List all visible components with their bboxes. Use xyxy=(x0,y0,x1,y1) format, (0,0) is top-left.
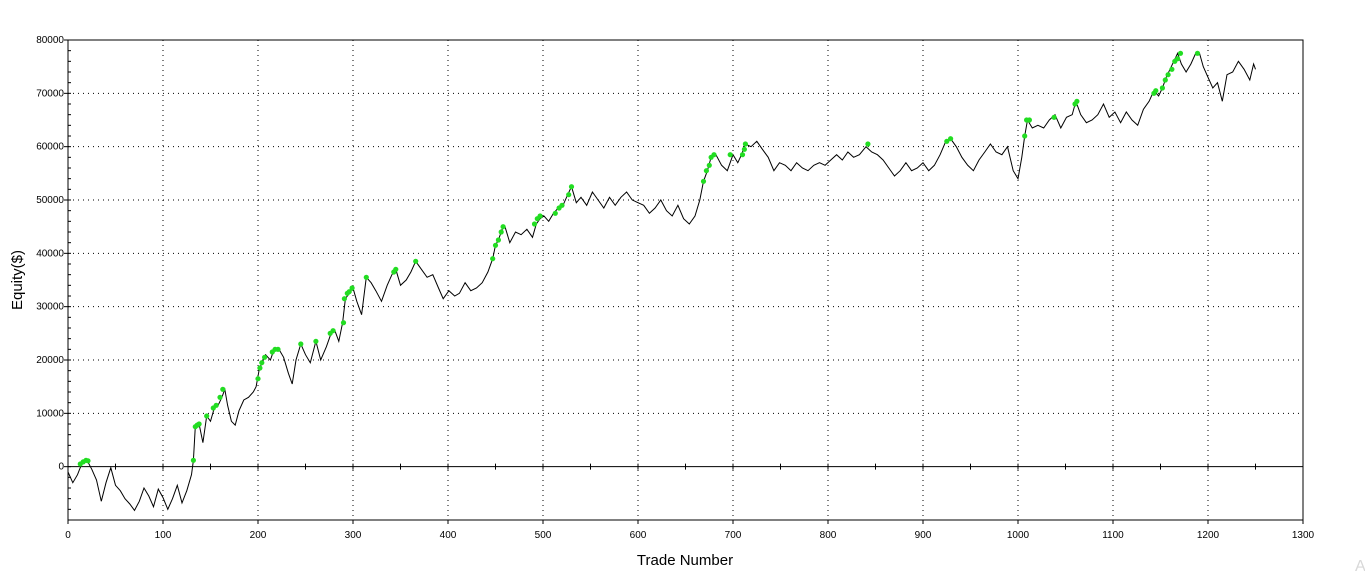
new-high-marker xyxy=(1169,67,1174,72)
new-high-marker xyxy=(711,152,716,157)
new-high-marker xyxy=(538,213,543,218)
new-high-marker xyxy=(1022,133,1027,138)
new-high-marker xyxy=(493,243,498,248)
y-tick-label: 30000 xyxy=(36,302,64,313)
new-high-marker xyxy=(413,259,418,264)
y-tick-label: 40000 xyxy=(36,248,64,259)
y-tick-label: 60000 xyxy=(36,142,64,153)
new-high-marker xyxy=(499,229,504,234)
new-high-marker xyxy=(1178,51,1183,56)
new-high-marker xyxy=(1153,88,1158,93)
new-high-marker xyxy=(1175,56,1180,61)
new-high-marker xyxy=(1052,115,1057,120)
new-high-marker xyxy=(948,136,953,141)
new-high-marker xyxy=(490,256,495,261)
x-axis-title: Trade Number xyxy=(637,552,733,569)
x-tick-label: 1300 xyxy=(1292,530,1315,541)
y-tick-label: 50000 xyxy=(36,195,64,206)
x-tick-label: 1000 xyxy=(1007,530,1030,541)
new-high-marker xyxy=(566,192,571,197)
new-high-marker xyxy=(1195,51,1200,56)
new-high-marker xyxy=(364,275,369,280)
y-tick-label: 0 xyxy=(58,462,64,473)
new-high-marker xyxy=(701,179,706,184)
new-high-marker xyxy=(865,141,870,146)
new-high-marker xyxy=(341,320,346,325)
new-high-marker xyxy=(1160,85,1165,90)
y-axis-title: Equity($) xyxy=(9,250,26,310)
new-high-marker xyxy=(740,152,745,157)
new-high-marker xyxy=(262,355,267,360)
new-high-marker xyxy=(214,403,219,408)
x-tick-label: 400 xyxy=(440,530,457,541)
new-high-marker xyxy=(313,339,318,344)
new-high-marker xyxy=(331,328,336,333)
new-high-marker xyxy=(85,458,90,463)
new-high-marker xyxy=(559,203,564,208)
new-high-marker xyxy=(553,211,558,216)
x-tick-label: 1200 xyxy=(1197,530,1220,541)
plot-area xyxy=(68,40,1303,520)
new-high-marker xyxy=(298,341,303,346)
x-tick-label: 100 xyxy=(155,530,172,541)
new-high-marker xyxy=(728,152,733,157)
new-high-marker xyxy=(204,413,209,418)
new-high-marker xyxy=(704,168,709,173)
x-tick-label: 700 xyxy=(725,530,742,541)
new-high-marker xyxy=(501,224,506,229)
x-tick-label: 800 xyxy=(820,530,837,541)
new-high-marker xyxy=(350,285,355,290)
x-tick-label: 500 xyxy=(535,530,552,541)
new-high-marker xyxy=(742,147,747,152)
new-high-marker xyxy=(1027,117,1032,122)
new-high-marker xyxy=(342,296,347,301)
y-tick-label: 10000 xyxy=(36,408,64,419)
new-high-marker xyxy=(197,421,202,426)
x-tick-label: 300 xyxy=(345,530,362,541)
x-tick-label: 1100 xyxy=(1102,530,1124,541)
x-tick-label: 900 xyxy=(915,530,932,541)
y-tick-label: 20000 xyxy=(36,355,64,366)
new-high-marker xyxy=(257,365,262,370)
new-high-marker xyxy=(393,267,398,272)
new-high-marker xyxy=(743,141,748,146)
y-tick-label: 70000 xyxy=(36,88,64,99)
new-high-marker xyxy=(1163,77,1168,82)
x-tick-label: 0 xyxy=(65,530,71,541)
new-high-marker xyxy=(255,376,260,381)
watermark-fragment: A xyxy=(1355,558,1365,576)
new-high-marker xyxy=(275,347,280,352)
x-tick-label: 200 xyxy=(250,530,267,541)
new-high-marker xyxy=(1166,72,1171,77)
new-high-marker xyxy=(707,163,712,168)
y-tick-label: 80000 xyxy=(36,35,64,46)
new-high-marker xyxy=(259,360,264,365)
x-tick-label: 600 xyxy=(630,530,647,541)
new-high-marker xyxy=(220,387,225,392)
new-high-marker xyxy=(569,184,574,189)
new-high-marker xyxy=(532,221,537,226)
new-high-marker xyxy=(217,395,222,400)
new-high-marker xyxy=(191,458,196,463)
new-high-marker xyxy=(1074,99,1079,104)
new-high-marker xyxy=(496,237,501,242)
